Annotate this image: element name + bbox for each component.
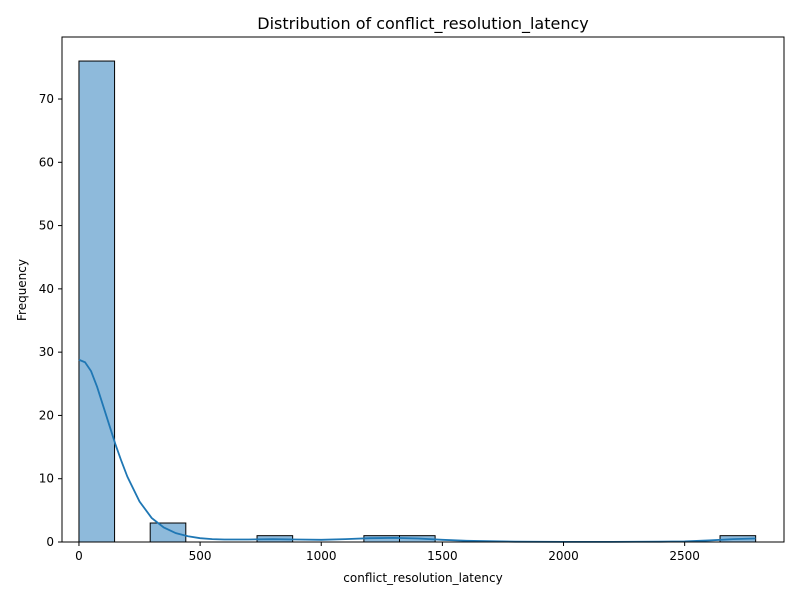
y-axis: 0 10 20 30 40 50 60 70: [39, 92, 62, 549]
y-axis-label: Frequency: [15, 259, 29, 321]
y-tick-label: 20: [39, 408, 54, 422]
x-tick-label: 1000: [306, 549, 337, 563]
histogram-bar: [149, 522, 187, 543]
chart-title: Distribution of conflict_resolution_late…: [257, 14, 588, 34]
y-tick-label: 40: [39, 282, 54, 296]
bars-layer: [78, 60, 757, 543]
plot-frame: [61, 36, 785, 543]
y-tick-label: 0: [46, 535, 54, 549]
x-tick-label: 2500: [669, 549, 700, 563]
x-axis: 0 500 1000 1500 2000 2500: [75, 542, 700, 563]
x-tick-label: 0: [75, 549, 83, 563]
y-tick-label: 60: [39, 155, 54, 169]
histogram-bar: [78, 60, 116, 543]
y-tick-label: 50: [39, 219, 54, 233]
kde-line: [78, 358, 756, 543]
y-tick-label: 10: [39, 472, 54, 486]
x-tick-label: 500: [189, 549, 212, 563]
x-tick-label: 2000: [548, 549, 579, 563]
x-axis-label: conflict_resolution_latency: [343, 571, 502, 585]
y-tick-label: 70: [39, 92, 54, 106]
x-tick-label: 1500: [427, 549, 458, 563]
y-tick-label: 30: [39, 345, 54, 359]
